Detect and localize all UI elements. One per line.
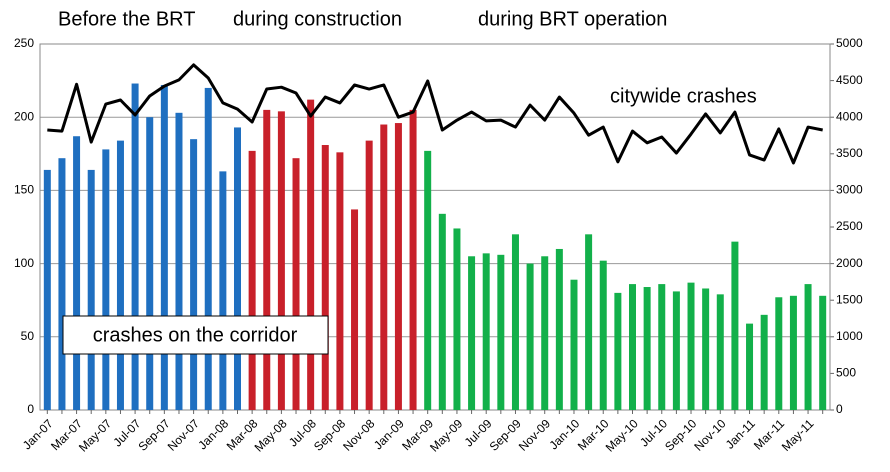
- bar: [541, 256, 549, 410]
- bar: [789, 295, 797, 410]
- y2-tick-label: 2000: [836, 256, 863, 270]
- y2-tick-label: 5000: [836, 36, 863, 50]
- y-tick-label: 150: [14, 183, 34, 197]
- bar: [307, 99, 315, 410]
- bar: [746, 323, 754, 410]
- bar: [116, 140, 124, 410]
- bar: [819, 295, 827, 410]
- y2-tick-label: 2500: [836, 219, 863, 233]
- annotation: crashes on the corridor: [93, 324, 298, 346]
- line-label: citywide crashes: [610, 85, 757, 107]
- bar: [497, 254, 505, 410]
- y2-tick-label: 3000: [836, 183, 863, 197]
- x-tick-label: Nov-10: [691, 416, 728, 453]
- legend-heading: Before the BRT: [58, 8, 195, 30]
- bar: [219, 171, 227, 410]
- bar: [599, 260, 607, 410]
- bar: [468, 256, 476, 410]
- x-tick-label: Sep-07: [135, 416, 172, 453]
- bar: [394, 123, 402, 410]
- x-tick-label: Sep-10: [662, 416, 699, 453]
- bar: [760, 314, 768, 410]
- bar: [73, 136, 81, 410]
- x-tick-label: Nov-08: [340, 416, 377, 453]
- bar: [175, 112, 183, 411]
- y2-tick-label: 4000: [836, 109, 863, 123]
- bar: [365, 140, 373, 410]
- bar: [321, 145, 329, 411]
- bar: [336, 152, 344, 410]
- y2-tick-label: 4500: [836, 73, 863, 87]
- x-tick-label: Jan-11: [723, 416, 758, 451]
- bar: [380, 124, 388, 411]
- bar: [511, 234, 519, 410]
- y2-tick-label: 1000: [836, 329, 863, 343]
- legend-heading: during BRT operation: [478, 8, 667, 30]
- y-tick-label: 0: [27, 402, 34, 416]
- bar: [292, 158, 300, 410]
- x-tick-label: May-10: [603, 416, 641, 454]
- x-tick-label: Nov-09: [516, 416, 553, 453]
- bar: [643, 287, 651, 410]
- bar: [277, 111, 285, 411]
- bar: [526, 263, 534, 410]
- legend-heading: during construction: [233, 8, 402, 30]
- bar: [804, 284, 812, 410]
- x-tick-label: Sep-09: [487, 416, 524, 453]
- bar: [731, 241, 739, 410]
- bar: [555, 248, 563, 410]
- bar: [102, 149, 110, 410]
- bar: [43, 169, 51, 410]
- line: [47, 63, 823, 165]
- x-tick-label: May-09: [427, 416, 465, 454]
- bar: [351, 209, 359, 410]
- bar: [263, 109, 271, 410]
- x-tick-label: Nov-07: [165, 416, 202, 453]
- annotation-box: [62, 315, 329, 355]
- bar: [702, 288, 710, 410]
- bar: [672, 291, 680, 410]
- bar: [160, 84, 168, 410]
- bar: [248, 150, 256, 410]
- x-tick-label: Sep-08: [311, 416, 348, 453]
- x-tick-label: May-07: [76, 416, 114, 454]
- bar: [570, 279, 578, 410]
- y2-tick-label: 3500: [836, 146, 863, 160]
- y-tick-label: 200: [14, 109, 34, 123]
- bar: [585, 234, 593, 410]
- y2-tick-label: 500: [836, 366, 856, 380]
- bar: [424, 150, 432, 410]
- bar: [87, 169, 95, 410]
- bar: [716, 294, 724, 410]
- y2-tick-label: 0: [836, 402, 843, 416]
- bar: [146, 117, 154, 410]
- bar: [658, 284, 666, 410]
- x-tick-label: May-08: [252, 416, 290, 454]
- y-tick-label: 50: [21, 329, 35, 343]
- y2-tick-label: 1500: [836, 292, 863, 306]
- bar: [629, 284, 636, 410]
- bar: [775, 297, 783, 410]
- y-tick-label: 100: [14, 256, 34, 270]
- bar: [453, 228, 461, 410]
- plot-border: [39, 43, 831, 411]
- bar: [190, 139, 198, 410]
- bar: [482, 253, 490, 410]
- bar: [204, 87, 212, 411]
- bar: [438, 213, 446, 410]
- bar: [58, 158, 66, 410]
- x-tick-label: May-11: [779, 416, 817, 454]
- bar: [409, 109, 417, 410]
- bar: [614, 292, 622, 410]
- bar: [687, 282, 695, 410]
- bar: [234, 127, 241, 410]
- y-tick-label: 250: [14, 36, 34, 50]
- bar: [131, 83, 139, 410]
